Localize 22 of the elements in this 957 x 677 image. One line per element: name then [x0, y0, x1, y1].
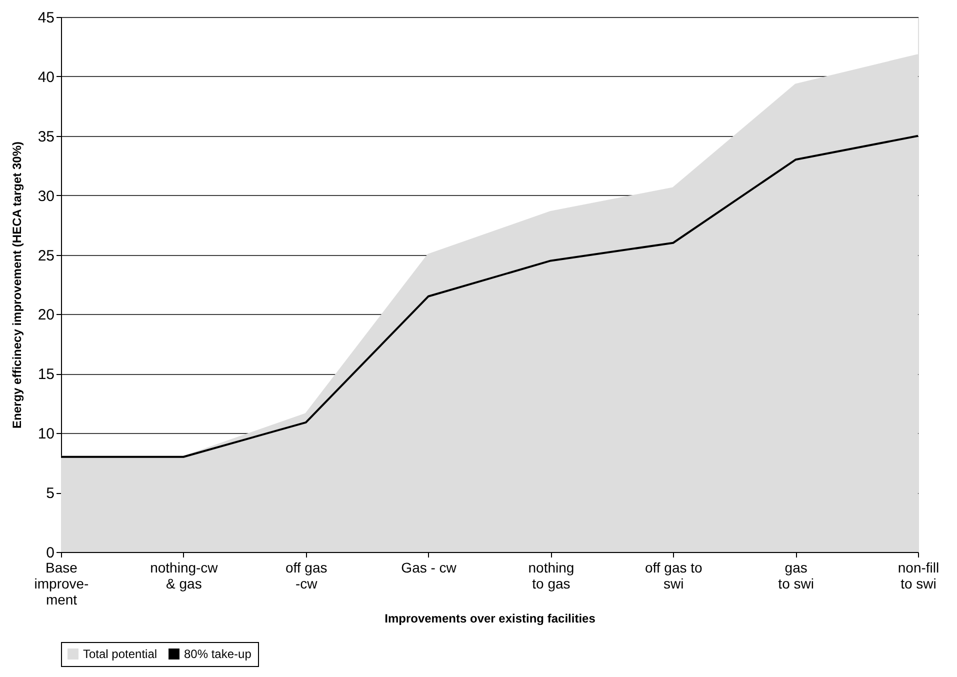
y-tick-label: 5 — [46, 485, 54, 502]
y-axis-title: Energy efficinecy improvement (HECA target 30%) — [10, 142, 24, 428]
legend-label: 80% take-up — [184, 647, 252, 661]
y-tick-label: 0 — [46, 544, 54, 562]
y-tick-label: 15 — [38, 366, 54, 384]
y-tick-label: 40 — [38, 68, 54, 86]
legend-label: Total potential — [83, 647, 158, 661]
y-tick-label: 45 — [38, 10, 54, 26]
y-tick-label: 20 — [38, 306, 54, 324]
x-tick-label: nothing to gas — [528, 560, 574, 592]
x-tick-label: Base improve- ment — [34, 560, 90, 608]
y-tick-label: 25 — [38, 247, 54, 264]
x-tick-label: off gas to swi — [644, 560, 703, 592]
y-tick-label: 35 — [38, 128, 54, 146]
y-tick-label: 30 — [38, 188, 54, 205]
y-tick-label: 10 — [38, 426, 54, 443]
x-tick-label: non-fill to swi — [898, 560, 940, 592]
x-tick-label: off gas -cw — [285, 560, 328, 592]
x-tick-label: nothing-cw & gas — [150, 560, 219, 592]
x-axis-title: Improvements over existing facilities — [384, 612, 596, 626]
x-tick-label: gas to swi — [778, 560, 814, 592]
x-tick-label: Gas - cw — [401, 560, 458, 576]
